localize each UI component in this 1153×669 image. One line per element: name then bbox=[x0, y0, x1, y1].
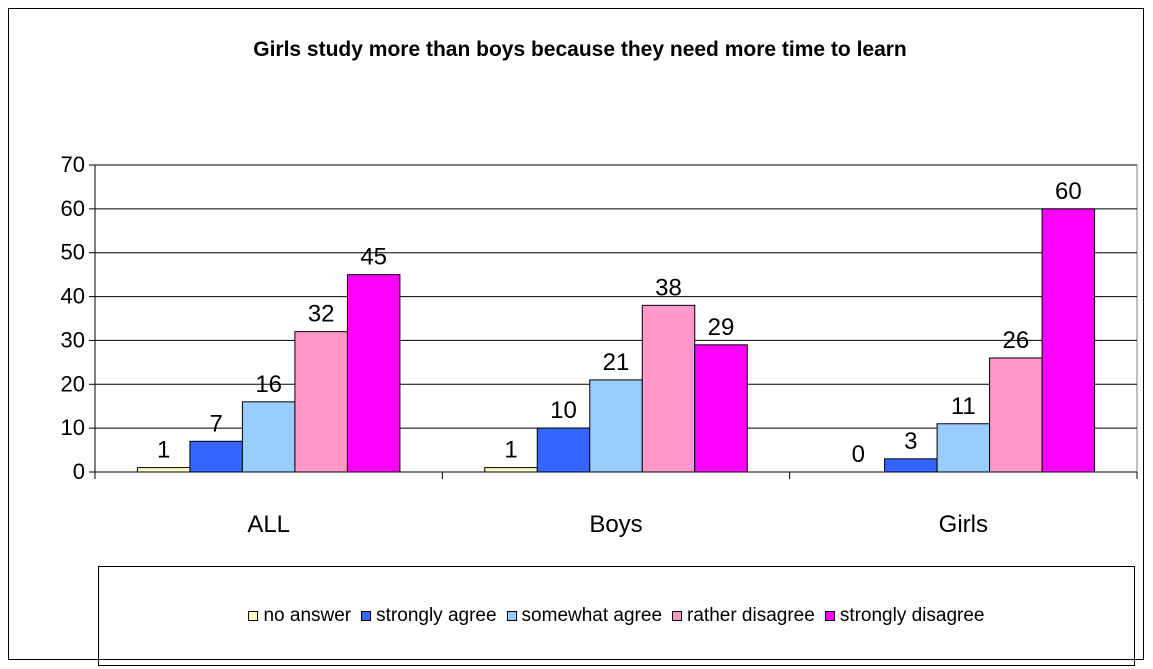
chart-frame bbox=[8, 8, 1144, 660]
bar bbox=[936, 423, 991, 473]
bar bbox=[294, 331, 348, 473]
data-label: 21 bbox=[603, 349, 630, 376]
y-tick-label: 40 bbox=[61, 284, 85, 309]
legend-item: strongly agree bbox=[361, 605, 497, 627]
data-label: 3 bbox=[904, 428, 917, 455]
data-label: 38 bbox=[655, 274, 682, 301]
bar bbox=[346, 274, 401, 473]
bar bbox=[484, 467, 538, 473]
category-label: Boys bbox=[589, 511, 642, 538]
category-label: Girls bbox=[939, 511, 988, 538]
bar bbox=[641, 304, 696, 473]
legend-label: somewhat agree bbox=[521, 605, 663, 626]
data-label: 16 bbox=[255, 371, 282, 398]
data-label: 10 bbox=[550, 397, 577, 424]
data-label: 0 bbox=[852, 441, 865, 468]
legend-swatch bbox=[248, 611, 259, 621]
data-label: 1 bbox=[157, 437, 170, 464]
data-label: 1 bbox=[504, 437, 517, 464]
category-label: ALL bbox=[247, 511, 290, 538]
data-label: 26 bbox=[1002, 327, 1029, 354]
bar bbox=[189, 440, 243, 473]
data-label: 29 bbox=[708, 314, 735, 341]
bar bbox=[989, 357, 1043, 473]
y-tick-label: 0 bbox=[73, 459, 85, 484]
legend-swatch bbox=[361, 611, 372, 621]
y-tick-label: 30 bbox=[61, 327, 85, 352]
data-label: 60 bbox=[1055, 178, 1082, 205]
y-tick-label: 20 bbox=[61, 371, 85, 396]
legend: no answer strongly agree somewhat agree rat… bbox=[98, 566, 1135, 666]
data-label: 11 bbox=[951, 393, 976, 420]
bar bbox=[589, 379, 643, 473]
legend-item: rather disagree bbox=[672, 605, 815, 627]
legend-item: strongly disagree bbox=[824, 605, 985, 627]
bar bbox=[536, 427, 591, 473]
legend-item: no answer bbox=[248, 605, 351, 627]
bar bbox=[136, 467, 191, 473]
legend-item: somewhat agree bbox=[506, 605, 663, 627]
y-tick-label: 60 bbox=[61, 196, 85, 221]
legend-label: no answer bbox=[263, 605, 352, 626]
legend-swatch bbox=[824, 611, 835, 621]
legend-label: strongly disagree bbox=[839, 605, 985, 626]
chart-title: Girls study more than boys because they … bbox=[253, 38, 907, 61]
bar bbox=[241, 401, 296, 473]
y-tick-label: 70 bbox=[61, 152, 85, 177]
y-tick-label: 10 bbox=[61, 415, 85, 440]
legend-label: strongly agree bbox=[376, 605, 497, 626]
bar bbox=[884, 458, 938, 473]
y-tick-label: 50 bbox=[61, 240, 85, 265]
legend-label: rather disagree bbox=[687, 605, 815, 626]
data-label: 45 bbox=[360, 244, 387, 271]
bar bbox=[1041, 208, 1096, 473]
legend-swatch bbox=[506, 611, 517, 621]
data-label: 7 bbox=[209, 410, 222, 437]
data-label: 32 bbox=[308, 301, 335, 328]
bar bbox=[694, 344, 748, 473]
legend-swatch bbox=[672, 611, 683, 621]
